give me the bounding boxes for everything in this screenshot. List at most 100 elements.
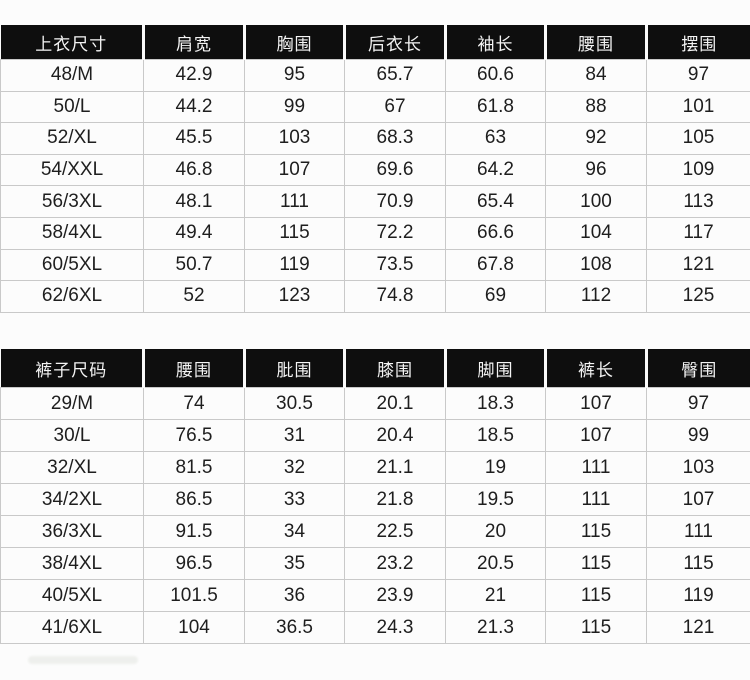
value-cell: 66.6: [445, 216, 546, 250]
table-row: 34/2XL 86.5 33 21.8 19.5 111 107: [0, 483, 750, 516]
value-cell: 119: [244, 248, 345, 282]
measure-column-header: 脚围: [444, 349, 546, 388]
value-cell: 123: [244, 280, 345, 313]
table-row: 29/M 74 30.5 20.1 18.3 107 97: [0, 387, 750, 420]
value-cell: 97: [646, 59, 750, 92]
value-cell: 81.5: [143, 451, 245, 484]
size-cell: 40/5XL: [0, 579, 144, 612]
size-cell: 34/2XL: [0, 483, 144, 516]
measure-column-header: 腰围: [544, 25, 647, 60]
value-cell: 45.5: [143, 122, 245, 155]
value-cell: 111: [545, 451, 647, 484]
size-cell: 52/XL: [0, 122, 144, 155]
measure-column-header: 膝围: [343, 349, 446, 388]
value-cell: 18.5: [445, 419, 546, 452]
value-cell: 42.9: [143, 59, 245, 92]
value-cell: 20.1: [344, 387, 446, 420]
value-cell: 107: [244, 153, 345, 187]
size-column-header: 裤子尺码: [0, 349, 144, 388]
size-cell: 30/L: [0, 419, 144, 452]
value-cell: 48.1: [143, 185, 245, 218]
value-cell: 21: [445, 579, 546, 612]
value-cell: 20: [445, 515, 546, 548]
size-cell: 29/M: [0, 387, 144, 420]
measure-column-header: 后衣长: [343, 25, 446, 60]
value-cell: 107: [545, 419, 647, 452]
value-cell: 23.9: [344, 579, 446, 612]
value-cell: 74.8: [344, 280, 446, 313]
value-cell: 111: [646, 515, 750, 548]
value-cell: 65.4: [445, 185, 546, 218]
value-cell: 49.4: [143, 216, 245, 250]
value-cell: 76.5: [143, 419, 245, 452]
value-cell: 20.5: [445, 547, 546, 580]
measure-column-header: 摆围: [645, 25, 750, 60]
value-cell: 103: [646, 451, 750, 484]
value-cell: 69: [445, 280, 546, 313]
table-row: 62/6XL 52 123 74.8 69 112 125: [0, 280, 750, 313]
value-cell: 107: [646, 483, 750, 516]
value-cell: 107: [545, 387, 647, 420]
value-cell: 68.3: [344, 122, 446, 155]
table-row: 60/5XL 50.7 119 73.5 67.8 108 121: [0, 248, 750, 282]
value-cell: 97: [646, 387, 750, 420]
value-cell: 112: [545, 280, 647, 313]
table-row: 56/3XL 48.1 111 70.9 65.4 100 113: [0, 185, 750, 218]
value-cell: 109: [646, 153, 750, 187]
value-cell: 72.2: [344, 216, 446, 250]
size-cell: 54/XXL: [0, 153, 144, 187]
value-cell: 104: [143, 611, 245, 644]
size-cell: 60/5XL: [0, 248, 144, 282]
tops-size-table: 上衣尺寸 肩宽 胸围 后衣长 袖长 腰围 摆围 48/M 42.9 95 65.7 60.6 84 97…: [0, 25, 750, 313]
value-cell: 121: [646, 248, 750, 282]
value-cell: 65.7: [344, 59, 446, 92]
value-cell: 96.5: [143, 547, 245, 580]
value-cell: 113: [646, 185, 750, 218]
value-cell: 103: [244, 122, 345, 155]
value-cell: 30.5: [244, 387, 345, 420]
value-cell: 35: [244, 547, 345, 580]
value-cell: 96: [545, 153, 647, 187]
value-cell: 64.2: [445, 153, 546, 187]
value-cell: 73.5: [344, 248, 446, 282]
value-cell: 32: [244, 451, 345, 484]
value-cell: 101.5: [143, 579, 245, 612]
size-cell: 32/XL: [0, 451, 144, 484]
table-row: 38/4XL 96.5 35 23.2 20.5 115 115: [0, 547, 750, 580]
faint-watermark: [28, 656, 138, 664]
value-cell: 52: [143, 280, 245, 313]
value-cell: 60.6: [445, 59, 546, 92]
value-cell: 24.3: [344, 611, 446, 644]
value-cell: 22.5: [344, 515, 446, 548]
value-cell: 88: [545, 90, 647, 124]
table-row: 40/5XL 101.5 36 23.9 21 115 119: [0, 579, 750, 612]
value-cell: 44.2: [143, 90, 245, 124]
value-cell: 115: [244, 216, 345, 250]
value-cell: 18.3: [445, 387, 546, 420]
size-column-header: 上衣尺寸: [0, 25, 144, 60]
size-cell: 58/4XL: [0, 216, 144, 250]
value-cell: 36.5: [244, 611, 345, 644]
value-cell: 36: [244, 579, 345, 612]
value-cell: 74: [143, 387, 245, 420]
value-cell: 34: [244, 515, 345, 548]
value-cell: 31: [244, 419, 345, 452]
table-row: 52/XL 45.5 103 68.3 63 92 105: [0, 122, 750, 155]
table-row: 50/L 44.2 99 67 61.8 88 101: [0, 90, 750, 124]
value-cell: 61.8: [445, 90, 546, 124]
table-row: 36/3XL 91.5 34 22.5 20 115 111: [0, 515, 750, 548]
value-cell: 33: [244, 483, 345, 516]
size-cell: 36/3XL: [0, 515, 144, 548]
value-cell: 69.6: [344, 153, 446, 187]
value-cell: 111: [545, 483, 647, 516]
size-cell: 38/4XL: [0, 547, 144, 580]
table-row: 58/4XL 49.4 115 72.2 66.6 104 117: [0, 216, 750, 250]
measure-column-header: 袖长: [444, 25, 546, 60]
size-cell: 62/6XL: [0, 280, 144, 313]
table-row: 54/XXL 46.8 107 69.6 64.2 96 109: [0, 153, 750, 187]
measure-column-header: 裤长: [544, 349, 647, 388]
value-cell: 46.8: [143, 153, 245, 187]
tops-table-header: 上衣尺寸 肩宽 胸围 后衣长 袖长 腰围 摆围: [0, 25, 750, 60]
value-cell: 117: [646, 216, 750, 250]
